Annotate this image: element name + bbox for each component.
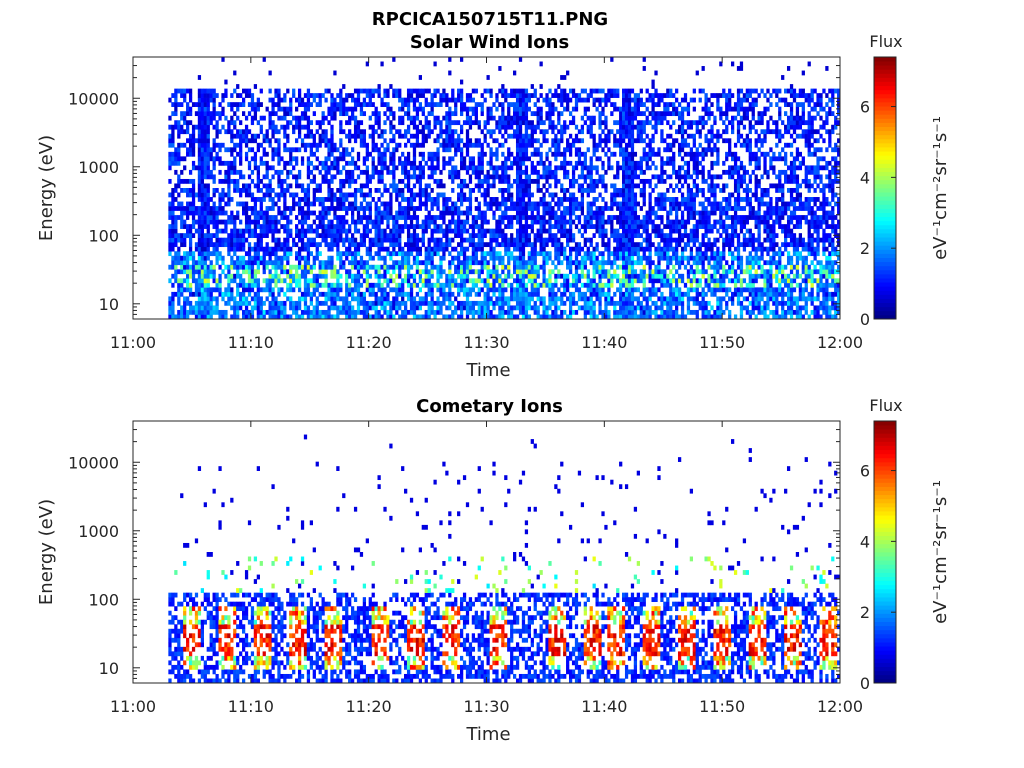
y-tick-label: 100 (88, 226, 119, 245)
colorbar-tick-label: 4 (860, 532, 870, 551)
x-tick-label: 11:20 (346, 697, 392, 716)
heatmap-cells (168, 57, 841, 320)
colorbar-tick-label: 4 (860, 168, 870, 187)
colorbar-tick-label: 6 (860, 98, 870, 117)
x-tick-label: 11:20 (346, 333, 392, 352)
x-tick-label: 11:50 (699, 697, 745, 716)
colorbar-label: Flux (869, 396, 902, 415)
x-tick-label: 11:30 (463, 697, 509, 716)
y-tick-label: 100 (88, 590, 119, 609)
x-tick-label: 11:40 (581, 697, 627, 716)
colorbar: 0 2 4 6 Flux eV⁻¹cm⁻²sr⁻¹s⁻¹ (860, 32, 951, 329)
panel-title: Solar Wind Ions (410, 32, 569, 53)
colorbar-unit: eV⁻¹cm⁻²sr⁻¹s⁻¹ (930, 116, 951, 260)
colorbar-unit: eV⁻¹cm⁻²sr⁻¹s⁻¹ (930, 480, 951, 624)
colorbar-tick-label: 0 (860, 310, 870, 329)
panel-cometary-ions: 11:00 11:10 11:20 11:30 11:40 11:50 12:00 10 100… (36, 396, 951, 745)
x-tick-label: 11:10 (228, 697, 274, 716)
panel-title: Cometary Ions (416, 396, 563, 417)
x-tick-label: 11:40 (581, 333, 627, 352)
colorbar-frame (873, 420, 897, 684)
colorbar: 0 2 4 6 Flux eV⁻¹cm⁻²sr⁻¹s⁻¹ (860, 396, 951, 693)
x-tick-label: 11:50 (699, 333, 745, 352)
x-tick-label: 11:00 (110, 697, 156, 716)
colorbar-tick-label: 2 (860, 603, 870, 622)
colorbar-label: Flux (869, 32, 902, 51)
y-tick-label: 10 (99, 295, 119, 314)
x-tick-label: 11:10 (228, 333, 274, 352)
x-tick-label: 11:30 (463, 333, 509, 352)
y-tick-label: 10 (99, 659, 119, 678)
x-axis-label: Time (465, 724, 510, 745)
y-tick-label: 10000 (68, 453, 119, 472)
colorbar-tick-label: 6 (860, 462, 870, 481)
y-axis-label: Energy (eV) (36, 499, 57, 605)
colorbar-tick-label: 0 (860, 674, 870, 693)
colorbar-frame (873, 56, 897, 320)
heatmap-cells (168, 434, 841, 684)
x-axis-label: Time (465, 360, 510, 381)
x-tick-label: 12:00 (817, 333, 863, 352)
colorbar-tick-label: 2 (860, 239, 870, 258)
y-tick-label: 1000 (78, 158, 119, 177)
panel-solar-wind-ions: 11:00 11:10 11:20 11:30 11:40 11:50 12:00 10 100… (36, 32, 951, 381)
y-tick-label: 10000 (68, 89, 119, 108)
figure-title: RPCICA150715T11.PNG (372, 9, 608, 30)
x-tick-label: 11:00 (110, 333, 156, 352)
x-tick-label: 12:00 (817, 697, 863, 716)
y-axis-label: Energy (eV) (36, 135, 57, 241)
y-tick-label: 1000 (78, 522, 119, 541)
